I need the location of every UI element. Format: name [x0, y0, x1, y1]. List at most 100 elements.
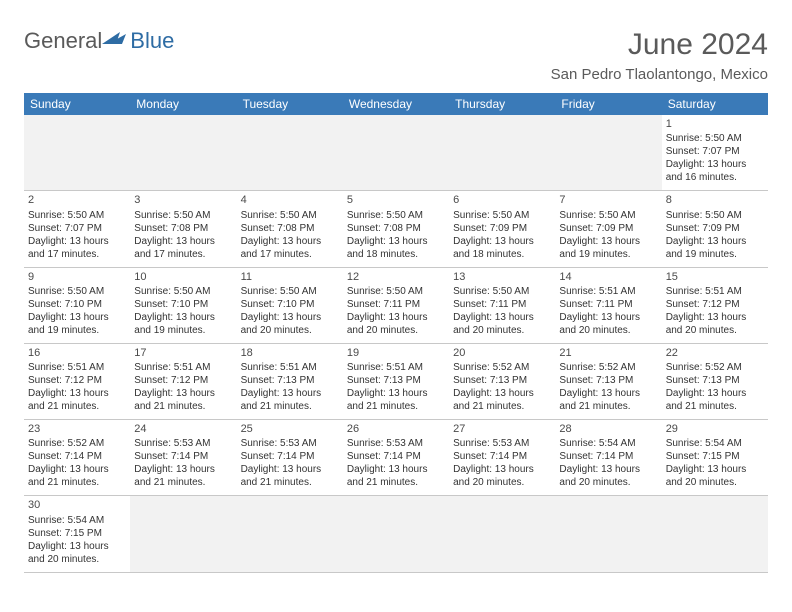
day-number: 8 [666, 193, 764, 207]
day-number: 30 [28, 498, 126, 512]
sunset-line: Sunset: 7:12 PM [666, 298, 764, 311]
sunrise-line: Sunrise: 5:50 AM [453, 209, 551, 222]
sunrise-line: Sunrise: 5:51 AM [134, 361, 232, 374]
weekday-header: Monday [130, 93, 236, 115]
daylight-line: Daylight: 13 hours and 21 minutes. [28, 463, 126, 489]
daylight-line: Daylight: 13 hours and 18 minutes. [347, 235, 445, 261]
weekday-header: Tuesday [237, 93, 343, 115]
weekday-header: Saturday [662, 93, 768, 115]
day-number: 17 [134, 346, 232, 360]
day-number: 23 [28, 422, 126, 436]
blank-cell [449, 115, 555, 191]
day-number: 5 [347, 193, 445, 207]
day-cell: 10Sunrise: 5:50 AMSunset: 7:10 PMDayligh… [130, 267, 236, 343]
logo-text-blue: Blue [130, 28, 174, 54]
sunrise-line: Sunrise: 5:50 AM [134, 285, 232, 298]
day-number: 3 [134, 193, 232, 207]
sunrise-line: Sunrise: 5:52 AM [559, 361, 657, 374]
day-cell: 14Sunrise: 5:51 AMSunset: 7:11 PMDayligh… [555, 267, 661, 343]
sunset-line: Sunset: 7:10 PM [241, 298, 339, 311]
daylight-line: Daylight: 13 hours and 19 minutes. [28, 311, 126, 337]
day-cell: 13Sunrise: 5:50 AMSunset: 7:11 PMDayligh… [449, 267, 555, 343]
day-cell: 19Sunrise: 5:51 AMSunset: 7:13 PMDayligh… [343, 343, 449, 419]
daylight-line: Daylight: 13 hours and 21 minutes. [134, 387, 232, 413]
daylight-line: Daylight: 13 hours and 20 minutes. [453, 311, 551, 337]
sunrise-line: Sunrise: 5:50 AM [347, 285, 445, 298]
header: General Blue June 2024 San Pedro Tlaolan… [24, 28, 768, 83]
day-cell: 18Sunrise: 5:51 AMSunset: 7:13 PMDayligh… [237, 343, 343, 419]
sunset-line: Sunset: 7:12 PM [28, 374, 126, 387]
sunrise-line: Sunrise: 5:50 AM [134, 209, 232, 222]
day-number: 13 [453, 270, 551, 284]
daylight-line: Daylight: 13 hours and 21 minutes. [666, 387, 764, 413]
day-number: 16 [28, 346, 126, 360]
calendar-body: 1Sunrise: 5:50 AMSunset: 7:07 PMDaylight… [24, 115, 768, 572]
day-number: 28 [559, 422, 657, 436]
sunrise-line: Sunrise: 5:50 AM [453, 285, 551, 298]
sunset-line: Sunset: 7:07 PM [28, 222, 126, 235]
day-number: 24 [134, 422, 232, 436]
day-number: 18 [241, 346, 339, 360]
sunset-line: Sunset: 7:14 PM [559, 450, 657, 463]
daylight-line: Daylight: 13 hours and 16 minutes. [666, 158, 764, 184]
day-cell: 26Sunrise: 5:53 AMSunset: 7:14 PMDayligh… [343, 420, 449, 496]
day-cell: 24Sunrise: 5:53 AMSunset: 7:14 PMDayligh… [130, 420, 236, 496]
blank-cell [449, 496, 555, 572]
sunset-line: Sunset: 7:11 PM [347, 298, 445, 311]
daylight-line: Daylight: 13 hours and 21 minutes. [347, 387, 445, 413]
calendar-row: 30Sunrise: 5:54 AMSunset: 7:15 PMDayligh… [24, 496, 768, 572]
sunrise-line: Sunrise: 5:52 AM [28, 437, 126, 450]
blank-cell [555, 115, 661, 191]
day-number: 22 [666, 346, 764, 360]
day-cell: 11Sunrise: 5:50 AMSunset: 7:10 PMDayligh… [237, 267, 343, 343]
day-cell: 2Sunrise: 5:50 AMSunset: 7:07 PMDaylight… [24, 191, 130, 267]
sunset-line: Sunset: 7:13 PM [347, 374, 445, 387]
sunrise-line: Sunrise: 5:51 AM [241, 361, 339, 374]
daylight-line: Daylight: 13 hours and 20 minutes. [666, 463, 764, 489]
sunrise-line: Sunrise: 5:53 AM [347, 437, 445, 450]
daylight-line: Daylight: 13 hours and 21 minutes. [241, 463, 339, 489]
sunrise-line: Sunrise: 5:53 AM [241, 437, 339, 450]
day-number: 6 [453, 193, 551, 207]
day-number: 27 [453, 422, 551, 436]
day-number: 10 [134, 270, 232, 284]
calendar-row: 2Sunrise: 5:50 AMSunset: 7:07 PMDaylight… [24, 191, 768, 267]
day-number: 21 [559, 346, 657, 360]
weekday-header: Friday [555, 93, 661, 115]
day-number: 20 [453, 346, 551, 360]
sunset-line: Sunset: 7:13 PM [559, 374, 657, 387]
day-number: 1 [666, 117, 764, 131]
blank-cell [130, 115, 236, 191]
sunrise-line: Sunrise: 5:51 AM [28, 361, 126, 374]
day-cell: 25Sunrise: 5:53 AMSunset: 7:14 PMDayligh… [237, 420, 343, 496]
sunrise-line: Sunrise: 5:50 AM [241, 209, 339, 222]
calendar-table: SundayMondayTuesdayWednesdayThursdayFrid… [24, 93, 768, 573]
blank-cell [343, 115, 449, 191]
day-cell: 1Sunrise: 5:50 AMSunset: 7:07 PMDaylight… [662, 115, 768, 191]
day-cell: 27Sunrise: 5:53 AMSunset: 7:14 PMDayligh… [449, 420, 555, 496]
day-cell: 7Sunrise: 5:50 AMSunset: 7:09 PMDaylight… [555, 191, 661, 267]
sunset-line: Sunset: 7:10 PM [28, 298, 126, 311]
daylight-line: Daylight: 13 hours and 17 minutes. [241, 235, 339, 261]
blank-cell [24, 115, 130, 191]
sunset-line: Sunset: 7:13 PM [666, 374, 764, 387]
sunrise-line: Sunrise: 5:50 AM [666, 209, 764, 222]
sunrise-line: Sunrise: 5:52 AM [666, 361, 764, 374]
sunrise-line: Sunrise: 5:50 AM [241, 285, 339, 298]
day-number: 9 [28, 270, 126, 284]
sunset-line: Sunset: 7:13 PM [453, 374, 551, 387]
blank-cell [237, 115, 343, 191]
day-cell: 17Sunrise: 5:51 AMSunset: 7:12 PMDayligh… [130, 343, 236, 419]
sunrise-line: Sunrise: 5:50 AM [666, 132, 764, 145]
day-cell: 20Sunrise: 5:52 AMSunset: 7:13 PMDayligh… [449, 343, 555, 419]
daylight-line: Daylight: 13 hours and 21 minutes. [347, 463, 445, 489]
daylight-line: Daylight: 13 hours and 19 minutes. [666, 235, 764, 261]
day-number: 25 [241, 422, 339, 436]
weekday-header: Wednesday [343, 93, 449, 115]
calendar-row: 16Sunrise: 5:51 AMSunset: 7:12 PMDayligh… [24, 343, 768, 419]
sunrise-line: Sunrise: 5:54 AM [559, 437, 657, 450]
daylight-line: Daylight: 13 hours and 20 minutes. [559, 311, 657, 337]
sunset-line: Sunset: 7:09 PM [666, 222, 764, 235]
daylight-line: Daylight: 13 hours and 20 minutes. [241, 311, 339, 337]
sunrise-line: Sunrise: 5:53 AM [453, 437, 551, 450]
